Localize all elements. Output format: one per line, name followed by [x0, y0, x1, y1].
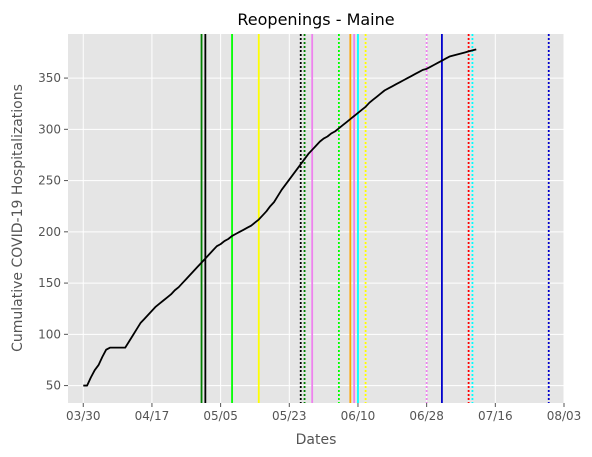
plot-background — [68, 34, 564, 403]
y-axis-label: Cumulative COVID-19 Hospitalizations — [10, 84, 26, 352]
x-tick-label: 06/10 — [341, 409, 376, 423]
x-tick-label: 06/28 — [409, 409, 444, 423]
series-line — [83, 48, 477, 387]
x-tick-label: 05/23 — [272, 409, 307, 423]
y-tick-label: 200 — [38, 225, 61, 239]
x-axis-label: Dates — [296, 432, 337, 448]
x-tick-label: 03/30 — [66, 409, 101, 423]
reopening-lines — [200, 34, 550, 403]
series-layer — [83, 48, 477, 387]
x-tick-label: 05/05 — [203, 409, 238, 423]
x-tick-label: 04/17 — [135, 409, 170, 423]
y-tick-label: 50 — [46, 379, 61, 393]
y-tick-label: 150 — [38, 276, 61, 290]
y-tick-label: 350 — [38, 71, 61, 85]
x-tick-label: 07/16 — [478, 409, 513, 423]
x-axis-ticks: 03/30 04/17 05/05 05/23 06/10 06/28 07/16 08/03 — [66, 403, 581, 423]
chart-title: Reopenings - Maine — [237, 10, 394, 29]
y-tick-label: 250 — [38, 174, 61, 188]
y-tick-label: 300 — [38, 122, 61, 136]
x-tick-label: 08/03 — [547, 409, 582, 423]
y-axis-ticks: 50 100 150 200 250 300 350 — [38, 71, 68, 393]
y-tick-label: 100 — [38, 327, 61, 341]
